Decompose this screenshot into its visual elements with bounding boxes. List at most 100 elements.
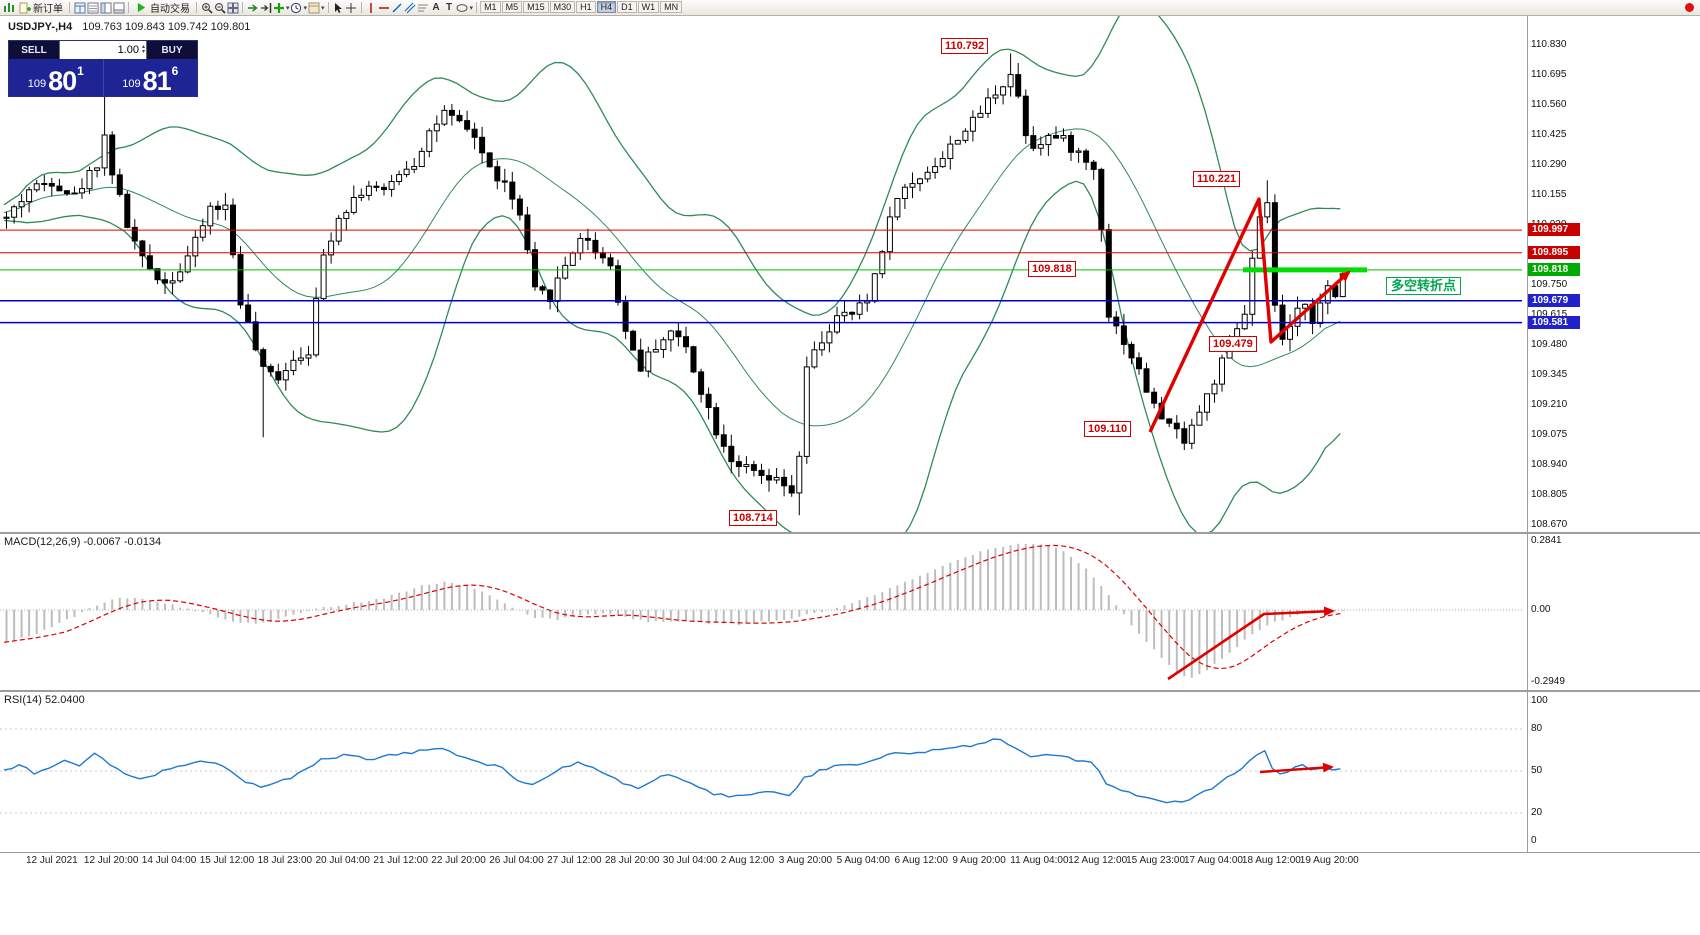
panel-splitter[interactable]: [0, 532, 1700, 534]
timeframe-button-m30[interactable]: M30: [549, 1, 576, 13]
periods-icon[interactable]: [290, 1, 303, 14]
indicators-add-icon[interactable]: [272, 1, 285, 14]
trend-arrow[interactable]: [1148, 197, 1351, 433]
indicators-caret-icon[interactable]: ▾: [286, 4, 290, 12]
buy-price-big: 81: [142, 66, 172, 96]
price-callout[interactable]: 109.818: [1028, 261, 1076, 277]
rsi-name: RSI(14): [4, 694, 42, 706]
vertical-line-icon[interactable]: [365, 1, 378, 14]
spinner-down-icon[interactable]: ▾: [141, 49, 145, 55]
chart-shift-icon[interactable]: [259, 1, 272, 14]
time-axis-label: 9 Aug 20:00: [952, 855, 1006, 866]
timeframe-button-m5[interactable]: M5: [501, 1, 523, 13]
timeframe-button-d1[interactable]: D1: [617, 1, 637, 13]
time-axis-label: 6 Aug 12:00: [894, 855, 948, 866]
rsi-panel-canvas[interactable]: [0, 691, 1527, 852]
cursor-icon[interactable]: [332, 1, 345, 14]
rsi-scale-label: 20: [1531, 807, 1543, 818]
shapes-caret-icon[interactable]: ▾: [469, 4, 474, 12]
ohlc-label: 109.763 109.843 109.742 109.801: [82, 21, 251, 33]
zoom-out-icon[interactable]: [213, 1, 226, 14]
symbol-label: USDJPY-,H4: [8, 21, 73, 33]
periods-caret-icon[interactable]: ▾: [303, 4, 308, 12]
template-icon[interactable]: [307, 1, 320, 14]
time-axis-label: 26 Jul 04:00: [489, 855, 544, 866]
price-callout[interactable]: 109.479: [1209, 336, 1257, 352]
autotrade-label: 自动交易: [150, 4, 190, 15]
time-axis-line[interactable]: [0, 852, 1700, 853]
timeframe-button-mn[interactable]: MN: [660, 1, 683, 13]
fibonacci-icon[interactable]: [417, 1, 430, 14]
sell-button[interactable]: SELL: [9, 41, 59, 59]
price-callout[interactable]: 109.110: [1084, 421, 1132, 437]
time-axis-label: 5 Aug 04:00: [836, 855, 890, 866]
price-tag: 109.679: [1528, 293, 1580, 307]
auto-scroll-icon[interactable]: [246, 1, 259, 14]
timeframe-button-h1[interactable]: H1: [576, 1, 596, 13]
sell-price-display[interactable]: 109 80 1: [9, 59, 103, 96]
macd-panel-canvas[interactable]: [0, 533, 1527, 691]
price-scale-divider[interactable]: [1527, 16, 1528, 852]
terminal-icon[interactable]: [112, 1, 125, 14]
zoom-in-icon[interactable]: [200, 1, 213, 14]
macd-scale-label: -0.2949: [1531, 675, 1565, 687]
label-tool-icon[interactable]: T: [445, 2, 453, 13]
macd-annotation-arrow[interactable]: [1167, 606, 1335, 681]
toolbar-separator: [476, 2, 478, 13]
main-chart-canvas[interactable]: [0, 16, 1527, 533]
trendline-icon[interactable]: [391, 1, 404, 14]
price-tick: 109.075: [1531, 429, 1568, 440]
spinner-up-icon[interactable]: ▴: [141, 44, 145, 50]
buy-price-display[interactable]: 109 81 6: [102, 59, 198, 96]
price-tick: 109.615: [1531, 309, 1568, 320]
chart-window-icon[interactable]: [2, 1, 15, 14]
toolbar-separator: [128, 2, 129, 13]
navigator-icon[interactable]: [99, 1, 112, 14]
buy-price-prefix: 109: [122, 78, 141, 90]
toolbar-separator: [242, 2, 243, 13]
toolbar-separator: [360, 2, 362, 13]
price-tick: 110.560: [1531, 99, 1567, 110]
price-tick: 109.750: [1531, 279, 1568, 290]
panel-splitter[interactable]: [0, 690, 1700, 692]
time-axis-label: 30 Jul 04:00: [662, 855, 718, 866]
price-callout[interactable]: 108.714: [729, 510, 777, 526]
new-order-icon: [18, 1, 31, 14]
price-tick: 110.830: [1531, 39, 1567, 50]
volume-spinner[interactable]: ▴ ▾: [141, 44, 145, 55]
price-callout[interactable]: 110.221: [1193, 171, 1241, 187]
volume-value: 1.00: [117, 44, 139, 56]
data-window-icon[interactable]: [86, 1, 99, 14]
template-caret-icon[interactable]: ▾: [321, 4, 325, 12]
price-tag: 109.581: [1528, 315, 1580, 329]
timeframe-button-m1[interactable]: M1: [480, 1, 501, 13]
price-callout[interactable]: 110.792: [941, 38, 989, 54]
crosshair-icon[interactable]: [345, 1, 358, 14]
shapes-icon[interactable]: [456, 1, 469, 14]
timeframe-button-m15[interactable]: M15: [523, 1, 549, 13]
tile-windows-icon[interactable]: [226, 1, 239, 14]
sell-price-prefix: 109: [27, 78, 47, 90]
horizontal-line-icon[interactable]: [378, 1, 391, 14]
red-status-icon[interactable]: [1685, 3, 1694, 12]
timeframe-button-w1[interactable]: W1: [637, 1, 660, 13]
time-axis-label: 21 Jul 12:00: [373, 855, 428, 866]
toolbar-separator: [327, 2, 329, 13]
text-tool-icon[interactable]: A: [432, 2, 440, 13]
channel-icon[interactable]: [404, 1, 417, 14]
sell-price-pip: 1: [77, 64, 84, 78]
rsi-scale-label: 0: [1531, 835, 1537, 846]
buy-button[interactable]: BUY: [147, 41, 197, 59]
rsi-annotation-arrow[interactable]: [1259, 762, 1334, 774]
volume-input[interactable]: 1.00 ▴ ▾: [59, 41, 147, 59]
time-axis-label: 2 Aug 12:00: [720, 855, 775, 866]
timeframe-button-h4[interactable]: H4: [596, 1, 617, 13]
price-tick: 110.290: [1531, 159, 1567, 170]
time-axis-label: 20 Jul 04:00: [315, 855, 371, 866]
autotrade-button[interactable]: 自动交易: [132, 1, 193, 15]
market-watch-icon[interactable]: [73, 1, 86, 14]
chart-note[interactable]: 多空转折点: [1386, 277, 1462, 295]
time-axis-label: 19 Aug 20:00: [1299, 855, 1359, 866]
price-tick: 109.480: [1531, 339, 1568, 350]
new-order-button[interactable]: 新订单: [15, 1, 66, 15]
